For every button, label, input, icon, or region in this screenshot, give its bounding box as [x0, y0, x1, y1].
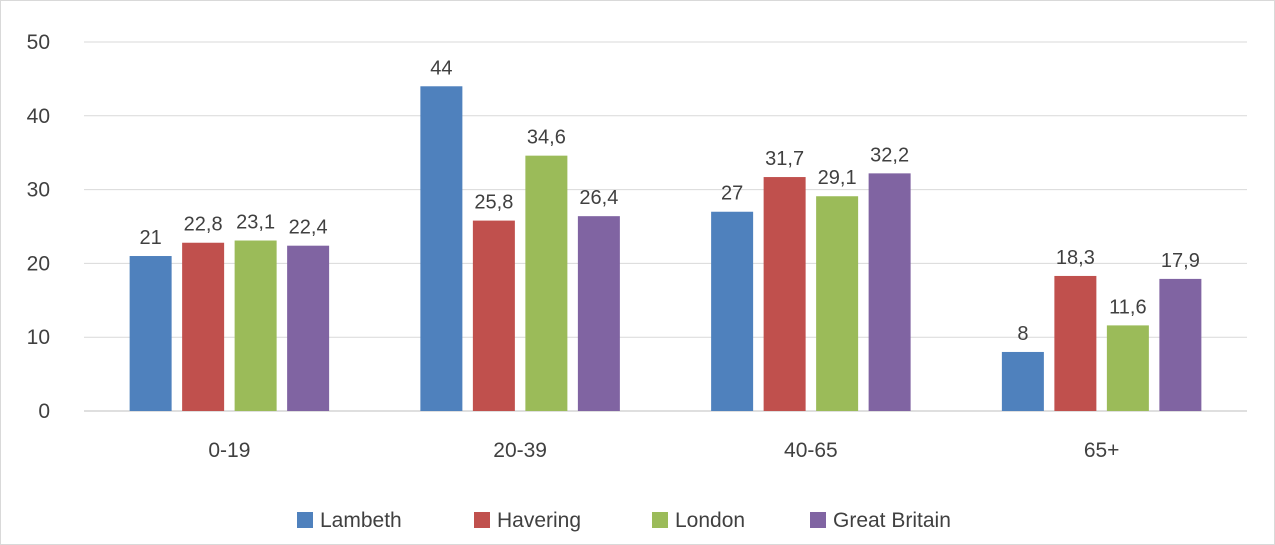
bar — [868, 173, 911, 411]
bar — [1159, 278, 1202, 411]
legend-label: Havering — [497, 509, 581, 532]
data-label: 21 — [140, 227, 162, 249]
data-label: 44 — [430, 57, 452, 79]
x-tick-label: 65+ — [1084, 439, 1120, 462]
bar — [711, 211, 754, 411]
legend-swatch — [810, 512, 826, 528]
data-label: 29,1 — [818, 167, 857, 189]
x-tick-label: 40-65 — [784, 439, 838, 462]
y-tick-label: 20 — [27, 252, 50, 275]
x-tick-label: 20-39 — [493, 439, 547, 462]
bar — [287, 245, 330, 411]
bar — [763, 177, 806, 411]
legend-swatch — [474, 512, 490, 528]
legend-swatch — [297, 512, 313, 528]
data-label: 22,4 — [289, 217, 328, 239]
bar — [129, 256, 172, 411]
data-label: 25,8 — [474, 192, 513, 214]
y-tick-label: 40 — [27, 105, 50, 128]
bar — [472, 220, 515, 411]
data-label: 27 — [721, 183, 743, 205]
bar — [816, 196, 859, 411]
legend-label: Great Britain — [833, 509, 951, 532]
data-label: 11,6 — [1109, 296, 1146, 318]
y-tick-label: 10 — [27, 326, 50, 349]
bar — [577, 216, 620, 411]
data-label: 23,1 — [236, 212, 275, 234]
bar — [1106, 325, 1149, 411]
bar — [420, 86, 463, 411]
legend-label: Lambeth — [320, 509, 402, 532]
data-label: 17,9 — [1161, 250, 1200, 272]
y-tick-label: 30 — [27, 179, 50, 202]
bar — [234, 240, 277, 411]
y-tick-label: 50 — [27, 31, 50, 54]
data-label: 34,6 — [527, 127, 566, 149]
data-label: 32,2 — [870, 144, 909, 166]
bar — [1001, 351, 1044, 411]
legend-label: London — [675, 509, 745, 532]
x-tick-label: 0-19 — [208, 439, 250, 462]
bar — [1054, 275, 1097, 411]
data-label: 18,3 — [1056, 247, 1095, 269]
data-label: 31,7 — [765, 148, 804, 170]
legend-swatch — [652, 512, 668, 528]
data-label: 8 — [1017, 323, 1028, 345]
bar — [182, 242, 225, 411]
y-tick-label: 0 — [38, 400, 50, 423]
data-label: 26,4 — [579, 187, 618, 209]
bar — [525, 155, 568, 411]
data-label: 22,8 — [184, 214, 223, 236]
